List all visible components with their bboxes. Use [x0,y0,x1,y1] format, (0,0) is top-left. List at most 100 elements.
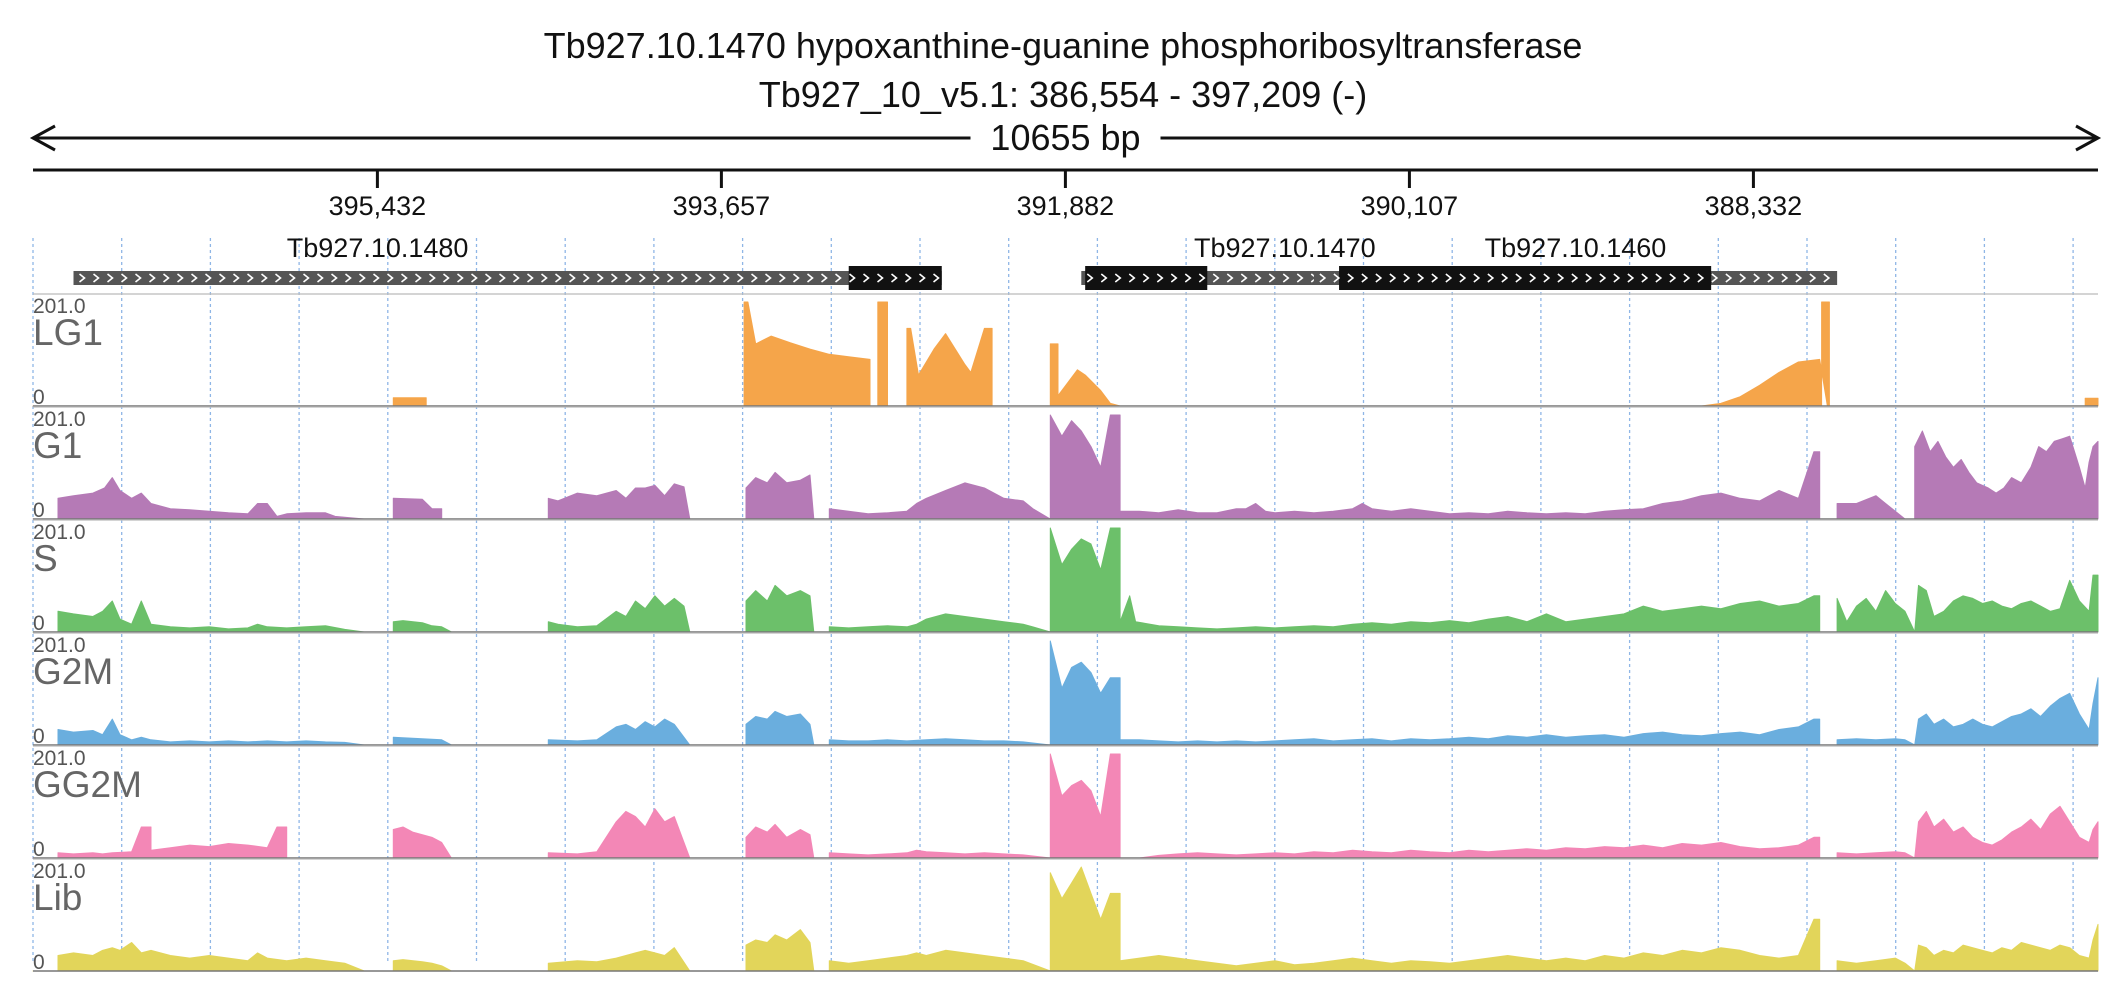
gene-label: Tb927.10.1460 [1485,233,1667,263]
chevron-right-icon [443,273,450,283]
gene-track: Tb927.10.1480 Tb927.10.1470 Tb927.10.1460 [73,233,1838,290]
chevron-right-icon [779,273,786,283]
axis-tick-label: 391,882 [1017,191,1115,221]
chevron-right-icon [1473,273,1481,283]
chevron-right-icon [1254,273,1262,283]
track-min-label: 0 [33,499,45,522]
chevron-right-icon [1114,273,1122,283]
chevron-right-icon [233,273,240,283]
gene-strand-arrows [79,273,940,283]
chevron-right-icon [373,273,380,283]
chevron-right-icon [919,273,926,283]
chevron-right-icon [1501,273,1509,283]
chevron-right-icon [1627,273,1635,283]
chevron-right-icon [1515,273,1523,283]
gene-strand-arrows [1319,273,1831,283]
chevron-right-icon [807,273,814,283]
chevron-right-icon [513,273,520,283]
chevron-right-icon [1086,273,1094,283]
coordinate-axis: 395,432 393,657 391,882 390,107 388,332 [33,168,2098,221]
coverage-area [32,640,2099,746]
chevron-right-icon [737,273,744,283]
chevron-right-icon [1753,273,1761,283]
chevron-right-icon [751,273,758,283]
chevron-right-icon [317,273,324,283]
chevron-right-icon [541,273,548,283]
span-label: 10655 bp [990,117,1140,158]
gene-label: Tb927.10.1470 [1194,233,1376,263]
chevron-right-icon [499,273,506,283]
chevron-right-icon [247,273,254,283]
chevron-right-icon [1655,273,1663,283]
chevron-right-icon [191,273,198,283]
track-name: G2M [33,651,113,692]
chevron-right-icon [1683,273,1691,283]
track-name: S [33,538,58,579]
chevron-right-icon [1240,273,1248,283]
chevron-right-icon [1445,273,1453,283]
chevron-right-icon [1282,273,1290,283]
track-name: Lib [33,877,82,918]
chevron-right-icon [1128,273,1136,283]
track-max-label: 201.0 [33,521,86,544]
chevron-right-icon [597,273,604,283]
chevron-right-icon [695,273,702,283]
chevron-right-icon [723,273,730,283]
track-max-label: 201.0 [33,634,86,657]
track-name: G1 [33,425,82,466]
track-max-label: 201.0 [33,295,86,318]
chevron-right-icon [1184,273,1192,283]
chevron-right-icon [877,273,884,283]
chevron-right-icon [1198,273,1206,283]
gene-cds-bar [1339,266,1712,290]
chevron-right-icon [387,273,394,283]
chevron-right-icon [639,273,646,283]
chevron-right-icon [1226,273,1234,283]
chevron-right-icon [1170,273,1178,283]
chevron-right-icon [1319,273,1327,283]
chevron-right-icon [429,273,436,283]
chevron-right-icon [177,273,184,283]
arrow-left-icon [29,124,56,152]
track-max-label: 201.0 [33,408,86,431]
coverage-area [32,866,2099,972]
chevron-right-icon [667,273,674,283]
chevron-right-icon [1613,273,1621,283]
chevron-right-icon [1459,273,1467,283]
axis-tick-label: 390,107 [1361,191,1459,221]
chevron-right-icon [1725,273,1733,283]
chevron-right-icon [863,273,870,283]
chevron-right-icon [1711,273,1719,283]
chevron-right-icon [415,273,422,283]
chevron-right-icon [163,273,170,283]
axis-tick-label: 393,657 [673,191,771,221]
chevron-right-icon [1529,273,1537,283]
chevron-right-icon [1795,273,1803,283]
track-name: LG1 [33,312,103,353]
chevron-right-icon [135,273,142,283]
chevron-right-icon [1389,273,1397,283]
chevron-right-icon [933,273,940,283]
chevron-right-icon [205,273,212,283]
chevron-right-icon [1739,273,1747,283]
chevron-right-icon [569,273,576,283]
chevron-right-icon [1571,273,1579,283]
grid-lines [32,238,2074,962]
chevron-right-icon [1333,273,1341,283]
chevron-right-icon [821,273,828,283]
chevron-right-icon [1641,273,1649,283]
chevron-right-icon [485,273,492,283]
track-s: 201.0S 0 [32,519,2099,635]
chevron-right-icon [1669,273,1677,283]
coverage-area [32,301,2099,407]
chevron-right-icon [681,273,688,283]
axis-tick-label: 388,332 [1705,191,1803,221]
chevron-right-icon [1347,273,1355,283]
chevron-right-icon [1599,273,1607,283]
chevron-right-icon [765,273,772,283]
track-min-label: 0 [33,386,45,409]
chart-subtitle: Tb927_10_v5.1: 386,554 - 397,209 (-) [759,74,1367,115]
